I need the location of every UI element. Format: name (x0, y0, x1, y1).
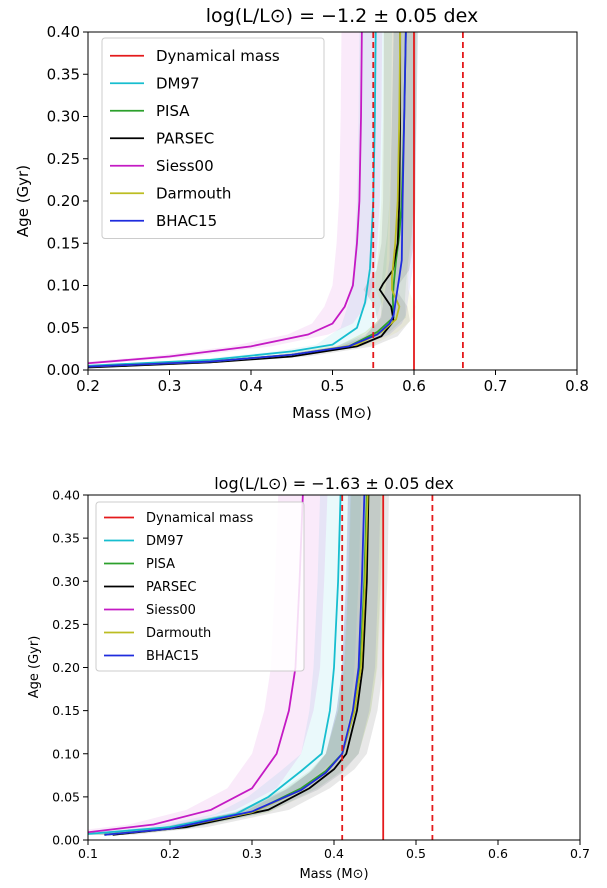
band-darmouth (88, 495, 385, 835)
y-tick-label: 0.00 (47, 361, 80, 379)
y-tick-label: 0.30 (52, 574, 80, 589)
series-line-bhac15 (104, 495, 366, 836)
band-pisa (88, 495, 384, 835)
legend-label: Darmouth (156, 185, 231, 203)
band-parsec (92, 495, 389, 835)
y-tick-label: 0.20 (47, 192, 80, 210)
x-tick-label: 0.4 (239, 377, 263, 395)
series-line-parsec (112, 495, 370, 836)
x-tick-label: 0.3 (158, 377, 182, 395)
band-pisa (88, 32, 419, 367)
panel-top: log(L/L⊙) = −1.2 ± 0.05 dex 0.2 0.3 0.4 0.5… (14, 5, 589, 422)
x-tick-label: 0.7 (570, 846, 590, 861)
legend-label: DM97 (146, 534, 184, 549)
panel-bottom: log(L/L⊙) = −1.63 ± 0.05 dex 0.1 0.2 0.3 0.… (27, 474, 590, 882)
panel-top-legend: Dynamical mass DM97 PISA PARSEC Siess00 Darmo… (101, 37, 325, 239)
legend-box (95, 501, 305, 672)
panel-bottom-y-axis-label: Age (Gyr) (27, 636, 42, 699)
y-tick-label: 0.40 (52, 488, 80, 503)
band-siess00 (88, 32, 383, 364)
legend-label: Dynamical mass (156, 47, 280, 65)
legend-label: DM97 (156, 75, 200, 93)
x-tick-label: 0.6 (402, 377, 426, 395)
x-tick-label: 0.2 (160, 846, 180, 861)
y-tick-label: 0.35 (47, 65, 80, 83)
legend-label: BHAC15 (146, 649, 199, 664)
x-tick-label: 0.5 (321, 377, 345, 395)
panel-bottom-x-axis-label: Mass (M⊙) (299, 867, 368, 882)
legend-label: BHAC15 (156, 212, 217, 230)
legend-label: PISA (146, 557, 175, 572)
legend-label: PARSEC (156, 130, 214, 148)
x-tick-label: 0.1 (78, 846, 98, 861)
legend-label: Siess00 (156, 157, 214, 175)
y-tick-label: 0.35 (52, 531, 80, 546)
legend-label: Darmouth (146, 626, 211, 641)
x-tick-label: 0.2 (76, 377, 100, 395)
x-tick-label: 0.8 (565, 377, 589, 395)
band-bhac15 (88, 495, 381, 835)
y-tick-label: 0.15 (47, 234, 80, 252)
y-tick-label: 0.05 (47, 319, 80, 337)
y-tick-label: 0.05 (52, 789, 80, 804)
legend-box (101, 37, 325, 239)
panel-top-title: log(L/L⊙) = −1.2 ± 0.05 dex (206, 5, 478, 27)
y-tick-label: 0.00 (52, 833, 80, 848)
y-tick-label: 0.30 (47, 108, 80, 126)
y-tick-label: 0.15 (52, 703, 80, 718)
y-tick-label: 0.20 (52, 660, 80, 675)
series-line-siess00 (88, 32, 363, 365)
panel-top-y-axis-label: Age (Gyr) (14, 165, 32, 237)
band-dm97 (88, 495, 362, 834)
x-tick-label: 0.3 (242, 846, 262, 861)
panel-bottom-title: log(L/L⊙) = −1.63 ± 0.05 dex (214, 474, 454, 493)
legend-label: Dynamical mass (146, 511, 253, 526)
y-tick-label: 0.10 (52, 746, 80, 761)
y-tick-label: 0.40 (47, 23, 80, 41)
x-tick-label: 0.7 (484, 377, 508, 395)
band-siess00 (88, 495, 328, 833)
series-line-bhac15 (88, 32, 407, 368)
panel-top-x-axis-label: Mass (M⊙) (292, 404, 372, 422)
y-tick-label: 0.25 (47, 150, 80, 168)
x-tick-label: 0.4 (324, 846, 344, 861)
legend-label: PISA (156, 102, 190, 120)
x-tick-label: 0.6 (488, 846, 508, 861)
legend-label: PARSEC (146, 580, 196, 595)
series-line-parsec (88, 32, 402, 369)
y-tick-label: 0.25 (52, 617, 80, 632)
x-tick-label: 0.5 (406, 846, 426, 861)
y-tick-label: 0.10 (47, 277, 80, 295)
series-line-dm97 (88, 495, 342, 835)
band-bhac15 (88, 32, 419, 367)
legend-label: Siess00 (146, 603, 196, 618)
panel-bottom-legend: Dynamical mass DM97 PISA PARSEC Siess00 Darmo… (95, 501, 305, 672)
